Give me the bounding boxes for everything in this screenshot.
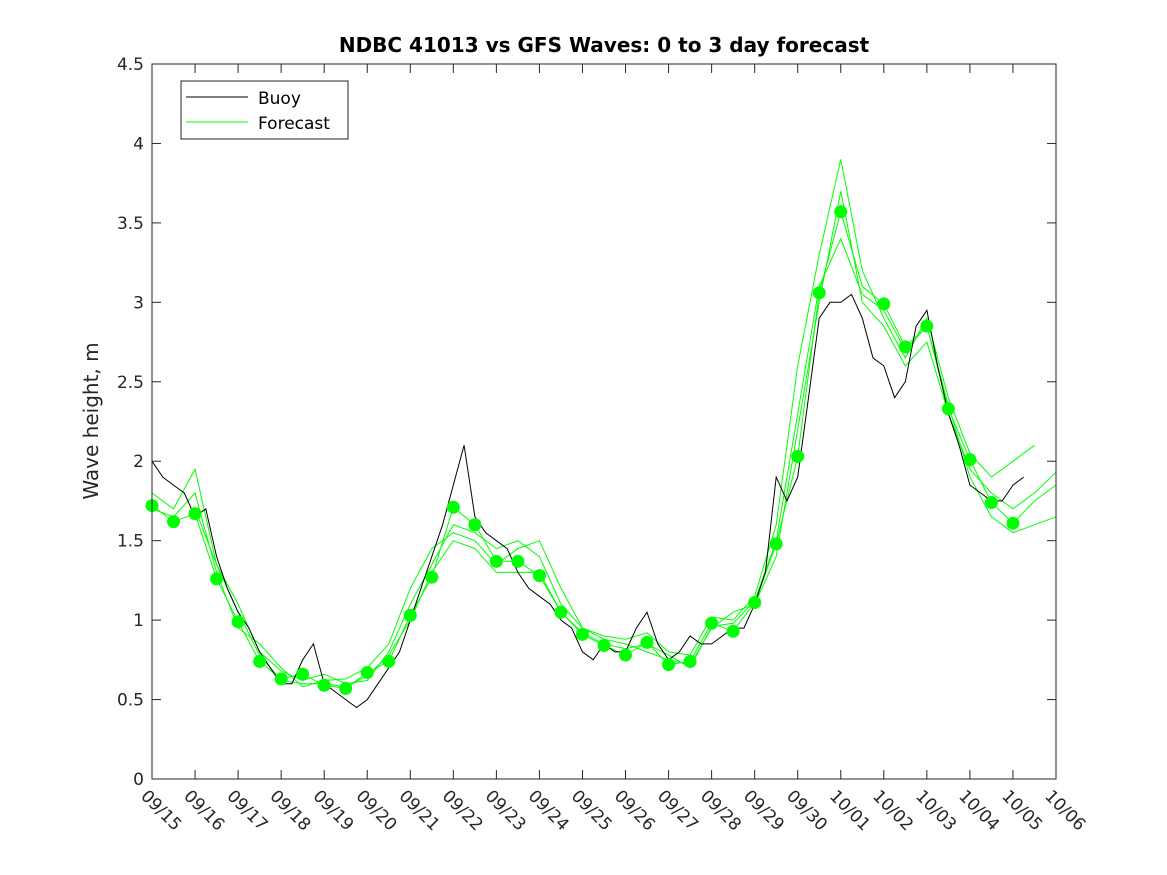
x-tick-label: 10/04 <box>954 786 1003 835</box>
y-tick-label: 0 <box>133 770 144 790</box>
legend-box <box>180 80 349 140</box>
forecast-marker <box>339 681 353 695</box>
y-tick-label: 2.5 <box>117 373 144 393</box>
x-tick-label: 10/02 <box>868 786 917 835</box>
forecast-marker <box>382 654 396 668</box>
x-tick-label: 09/27 <box>653 786 702 835</box>
forecast-marker <box>210 572 224 586</box>
forecast-marker <box>769 537 783 551</box>
y-tick-label: 1 <box>133 611 144 631</box>
y-tick-label: 4.5 <box>117 55 144 75</box>
legend-buoy-label: Buoy <box>258 89 301 109</box>
legend: Buoy Forecast <box>180 80 349 140</box>
x-tick-label: 09/20 <box>352 786 401 835</box>
x-tick-label: 09/15 <box>136 786 185 835</box>
y-tick-label: 1.5 <box>117 532 144 552</box>
x-tick-label: 09/29 <box>739 786 788 835</box>
forecast-marker <box>963 453 977 467</box>
forecast-line-1 <box>151 159 1035 685</box>
chart-title: NDBC 41013 vs GFS Waves: 0 to 3 day fore… <box>339 33 870 57</box>
forecast-marker <box>296 667 310 681</box>
x-tick-label: 10/01 <box>825 786 874 835</box>
x-tick-label: 09/21 <box>395 786 444 835</box>
x-tick-label: 10/03 <box>911 786 960 835</box>
forecast-marker <box>253 654 267 668</box>
forecast-marker <box>984 496 998 510</box>
forecast-marker <box>726 624 740 638</box>
x-tick-label: 10/06 <box>1040 786 1089 835</box>
forecast-marker <box>1006 516 1020 530</box>
forecast-marker <box>425 570 439 584</box>
x-tick-label: 09/30 <box>782 786 831 835</box>
forecast-marker <box>468 518 482 532</box>
forecast-marker <box>705 616 719 630</box>
legend-forecast-label: Forecast <box>258 114 330 134</box>
forecast-marker <box>898 340 912 354</box>
forecast-marker <box>274 672 288 686</box>
forecast-marker <box>575 627 589 641</box>
forecast-marker <box>941 402 955 416</box>
y-tick-label: 3 <box>133 293 144 313</box>
x-tick-label: 09/25 <box>567 786 616 835</box>
forecast-line-3 <box>194 237 1057 688</box>
y-tick-label: 3.5 <box>117 214 144 234</box>
forecast-marker <box>834 205 848 219</box>
x-tick-label: 09/16 <box>180 786 229 835</box>
forecast-marker <box>920 319 934 333</box>
forecast-marker <box>511 554 525 568</box>
forecast-marker <box>532 569 546 583</box>
plot-area <box>145 159 1057 709</box>
forecast-marker <box>360 666 374 680</box>
forecast-marker <box>748 596 762 610</box>
forecast-marker <box>188 507 202 521</box>
y-tick-label: 4 <box>133 134 144 154</box>
x-tick-label: 09/22 <box>438 786 487 835</box>
x-tick-label: 09/17 <box>223 786 272 835</box>
forecast-marker <box>167 515 181 529</box>
x-tick-label: 09/24 <box>524 786 573 835</box>
forecast-marker <box>317 678 331 692</box>
forecast-line-2 <box>151 191 1057 688</box>
forecast-marker <box>489 554 503 568</box>
forecast-marker <box>446 500 460 514</box>
forecast-line-0 <box>151 209 1057 689</box>
x-tick-label: 09/18 <box>266 786 315 835</box>
forecast-marker <box>640 635 654 649</box>
y-tick-label: 2 <box>133 452 144 472</box>
forecast-marker <box>403 608 417 622</box>
axes-box <box>151 63 1057 780</box>
forecast-marker <box>662 658 676 672</box>
forecast-marker <box>791 449 805 463</box>
x-tick-label: 10/05 <box>997 786 1046 835</box>
x-tick-label: 09/28 <box>696 786 745 835</box>
y-tick-label: 0.5 <box>117 691 144 711</box>
y-axis-label: Wave height, m <box>79 342 103 499</box>
x-tick-label: 09/19 <box>309 786 358 835</box>
x-tick-label: 09/23 <box>481 786 530 835</box>
buoy-line <box>151 293 1024 709</box>
x-tick-label: 09/26 <box>610 786 659 835</box>
forecast-marker <box>877 297 891 311</box>
forecast-marker <box>231 615 245 629</box>
forecast-marker <box>619 648 633 662</box>
forecast-marker <box>812 286 826 300</box>
forecast-marker <box>597 639 611 653</box>
forecast-marker <box>683 654 697 668</box>
forecast-marker <box>554 605 568 619</box>
axes: 0 0.5 1 1.5 2 2.5 3 3.5 4 4.5 09/1509/1609/1709/18… <box>117 55 1089 835</box>
